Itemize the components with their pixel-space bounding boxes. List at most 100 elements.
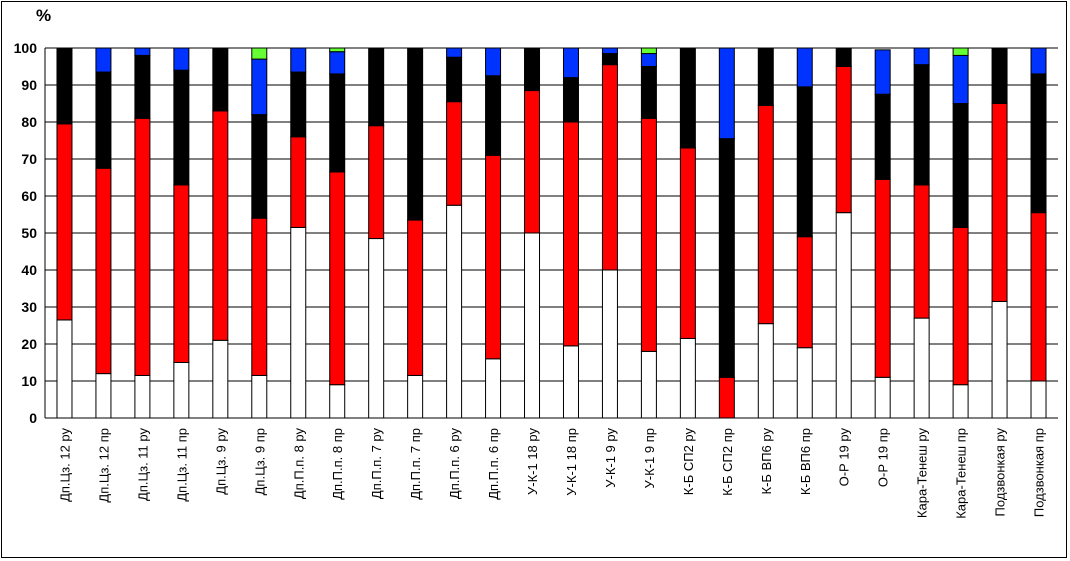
x-tick-label-7: Дп.П.п. 8 ру: [291, 428, 306, 500]
x-tick-label-16: У-К-1 9 пр: [642, 428, 657, 488]
x-tick-label-4: Дп.Цз. 11 пр: [174, 428, 189, 502]
bar-segment-red-10: [407, 219, 424, 376]
bar-segment-blue-7: [290, 47, 307, 73]
bar-segment-white-14: [562, 345, 579, 419]
bar-segment-red-3: [134, 117, 151, 376]
x-tick-label-3: Дп.Цз. 11 ру: [135, 428, 150, 501]
bar-segment-black-5: [212, 47, 229, 112]
x-tick-label-2: Дп.Цз. 12 пр: [96, 428, 111, 503]
bar-segment-red-8: [329, 171, 346, 386]
bar-segment-black-11: [446, 56, 463, 103]
bar-segment-black-23: [913, 64, 930, 186]
bar-segment-blue-24: [952, 54, 969, 104]
bar-segment-blue-16: [640, 53, 657, 67]
bar-segment-black-6: [251, 114, 268, 219]
y-tick-label-50: 50: [21, 225, 37, 241]
bar-segment-white-5: [212, 339, 229, 419]
y-tick-label-40: 40: [21, 262, 37, 278]
bar-segment-white-16: [640, 350, 657, 419]
bar-segment-black-21: [835, 47, 852, 67]
bar-segment-black-25: [991, 47, 1008, 104]
bar-segment-white-19: [757, 323, 774, 419]
bar-segment-blue-22: [874, 49, 891, 95]
bar-segment-red-13: [524, 90, 541, 234]
bar-segment-black-15: [601, 53, 618, 66]
bar-segment-black-26: [1030, 73, 1047, 214]
bar-segment-blue-15: [601, 47, 618, 55]
bar-segment-blue-23: [913, 47, 930, 66]
x-tick-label-5: Дп.Цз. 9 ру: [213, 428, 228, 495]
bar-segment-black-10: [407, 47, 424, 221]
x-tick-label-9: Дп.П.п. 7 ру: [369, 428, 384, 500]
bar-segment-red-11: [446, 101, 463, 206]
bar-segment-blue-8: [329, 51, 346, 75]
bar-segment-blue-6: [251, 58, 268, 116]
bar-segment-white-23: [913, 317, 930, 419]
x-tick-label-10: Дп.П.п. 7 пр: [408, 428, 423, 500]
bar-segment-white-21: [835, 212, 852, 419]
bar-segment-white-10: [407, 374, 424, 419]
bar-segment-red-25: [991, 103, 1008, 302]
bar-segment-green-24: [952, 47, 969, 56]
bar-segment-black-9: [368, 47, 385, 127]
bar-segment-white-4: [173, 362, 190, 419]
bar-segment-red-20: [796, 236, 813, 349]
bar-segment-black-7: [290, 71, 307, 138]
x-tick-label-14: У-К-1 18 пр: [564, 428, 579, 496]
bar-segment-white-24: [952, 384, 969, 419]
x-tick-label-17: К-Б СП2 ру: [681, 428, 696, 496]
bar-segment-black-3: [134, 54, 151, 119]
bar-segment-red-9: [368, 125, 385, 240]
bar-segment-blue-18: [718, 47, 735, 140]
x-tick-label-20: К-Б ВП6 пр: [798, 428, 813, 495]
bar-segment-black-4: [173, 69, 190, 186]
x-tick-label-13: У-К-1 18 ру: [525, 428, 540, 495]
bar-segment-white-15: [601, 269, 618, 419]
x-tick-label-26: Подзвонкая пр: [1032, 428, 1047, 517]
bar-segment-black-1: [56, 47, 73, 125]
bar-segment-green-6: [251, 47, 268, 60]
bar-segment-red-19: [757, 104, 774, 325]
y-tick-label-30: 30: [21, 299, 37, 315]
bar-segment-blue-3: [134, 47, 151, 56]
bar-segment-red-2: [95, 167, 112, 375]
bar-segment-black-16: [640, 66, 657, 119]
bar-segment-white-13: [524, 232, 541, 419]
bar-segment-white-17: [679, 337, 696, 419]
x-tick-label-12: Дп.П.п. 6 пр: [486, 428, 501, 500]
bar-segment-red-23: [913, 184, 930, 319]
bar-segment-black-20: [796, 86, 813, 238]
bar-segment-black-12: [485, 75, 502, 156]
x-tick-label-11: Дп.П.п. 6 ру: [447, 428, 462, 500]
y-tick-label-80: 80: [21, 114, 37, 130]
bar-segment-white-3: [134, 374, 151, 419]
bar-segment-white-11: [446, 204, 463, 419]
bar-segment-red-24: [952, 226, 969, 386]
bar-segment-red-7: [290, 136, 307, 228]
bar-segment-black-18: [718, 138, 735, 378]
x-tick-label-19: К-Б ВП6 ру: [759, 428, 774, 495]
bar-segment-black-24: [952, 103, 969, 228]
bar-segment-white-9: [368, 238, 385, 419]
y-tick-label-20: 20: [21, 336, 37, 352]
bar-segment-blue-2: [95, 47, 112, 73]
bar-segment-white-26: [1030, 380, 1047, 419]
y-axis-label: %: [36, 6, 51, 25]
bar-segment-red-22: [874, 178, 891, 378]
bar-segment-red-15: [601, 64, 618, 271]
bar-segment-blue-4: [173, 47, 190, 71]
bar-segment-red-17: [679, 147, 696, 339]
bar-segment-blue-12: [485, 47, 502, 77]
y-tick-label-10: 10: [21, 373, 37, 389]
x-tick-label-24: Кара-Тенеш пр: [954, 428, 969, 519]
bar-segment-red-14: [562, 121, 579, 347]
bar-segment-red-18: [718, 376, 735, 419]
bar-segment-black-2: [95, 71, 112, 169]
x-tick-label-1: Дп.Цз. 12 ру: [57, 428, 72, 502]
bar-segment-black-19: [757, 47, 774, 106]
bar-segment-white-7: [290, 226, 307, 419]
bar-segment-black-13: [524, 47, 541, 92]
bar-segment-red-16: [640, 117, 657, 352]
bar-segment-blue-11: [446, 47, 463, 58]
